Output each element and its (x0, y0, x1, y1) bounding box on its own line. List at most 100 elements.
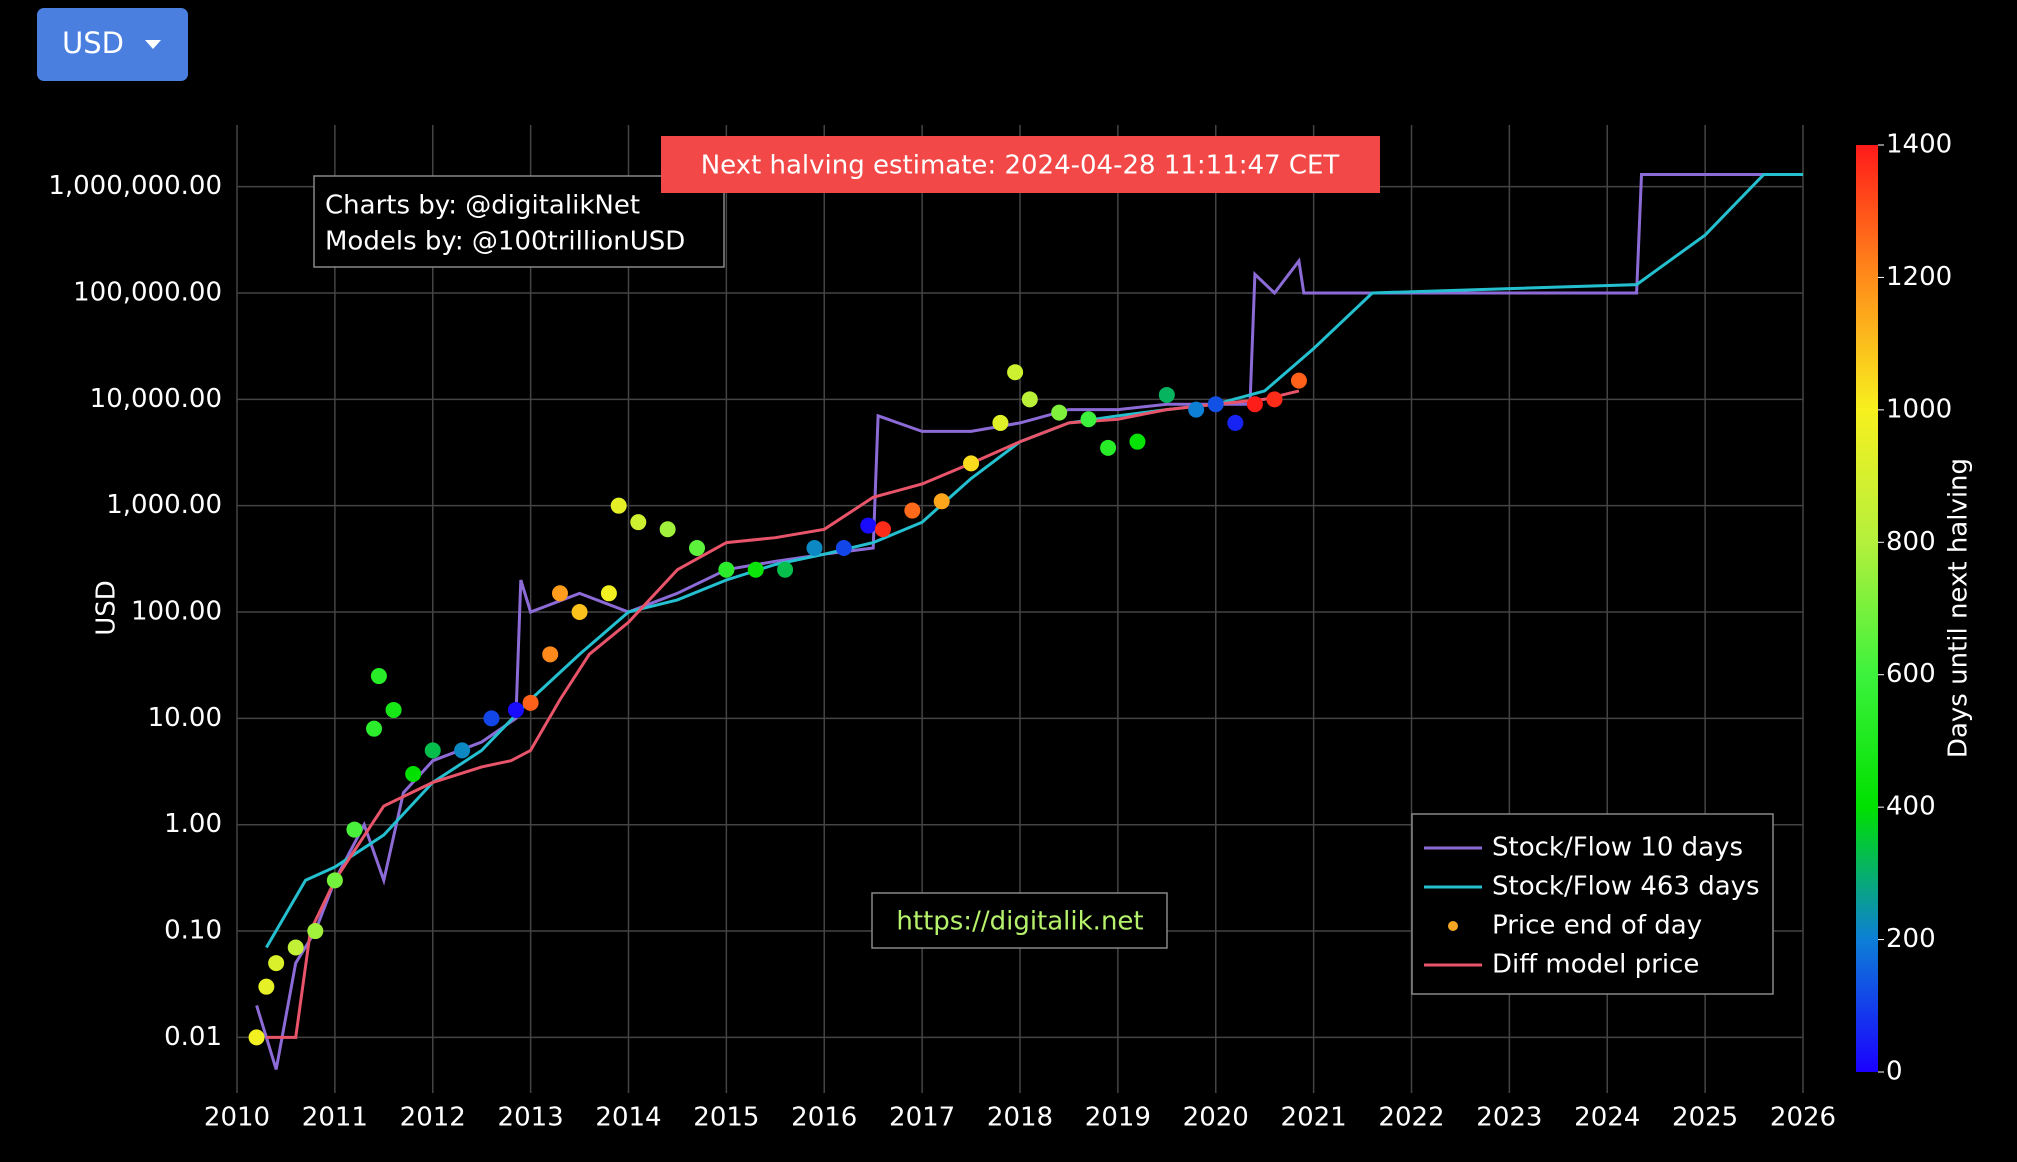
url: https://digitalik.net (896, 907, 1143, 937)
price-point (1290, 372, 1307, 389)
price-point (483, 710, 500, 727)
x-tick-label: 2017 (889, 1103, 955, 1133)
legend-label: Diff model price (1492, 950, 1699, 980)
y-tick-label: 0.10 (164, 916, 222, 946)
price-point (542, 646, 559, 663)
price-point (1021, 391, 1038, 408)
x-tick-label: 2011 (302, 1103, 368, 1133)
x-tick-label: 2019 (1085, 1103, 1151, 1133)
price-point (346, 821, 363, 838)
price-point (366, 720, 383, 737)
legend-label: Stock/Flow 463 days (1492, 872, 1760, 902)
price-point (874, 521, 891, 538)
price-point (1188, 401, 1205, 418)
price-point (307, 923, 324, 940)
y-tick-label: 10.00 (148, 703, 222, 733)
y-tick-label: 10,000.00 (90, 384, 222, 414)
price-point (1158, 386, 1175, 403)
x-tick-label: 2018 (987, 1103, 1053, 1133)
price-point (659, 521, 676, 538)
price-point (1266, 391, 1283, 408)
price-point (835, 540, 852, 557)
x-tick-label: 2016 (791, 1103, 857, 1133)
price-point (551, 585, 568, 602)
button-bg[interactable] (37, 8, 188, 81)
y-axis-title: USD (92, 580, 122, 636)
line (265, 173, 1803, 949)
x-tick-label: 2023 (1476, 1103, 1542, 1133)
legend-label: Price end of day (1492, 911, 1702, 941)
colorbar-tick-label: 600 (1886, 659, 1936, 689)
price-point (1100, 439, 1117, 456)
price-point (992, 414, 1009, 431)
y-tick-label: 1,000.00 (106, 490, 222, 520)
button-label[interactable]: USD (62, 26, 124, 60)
y-tick-label: 1,000,000.00 (48, 171, 222, 201)
colorbar-tick-label: 200 (1886, 924, 1936, 954)
price-point (1080, 411, 1097, 428)
price-point (806, 540, 823, 557)
credit: Models by: @100trillionUSD (325, 227, 685, 257)
x-tick-label: 2025 (1672, 1103, 1738, 1133)
line (266, 389, 1300, 1039)
price-point (904, 502, 921, 519)
price-point (1007, 364, 1024, 381)
colorbar-tick-label: 1200 (1886, 262, 1952, 292)
price-point (630, 514, 647, 531)
price-point (1051, 404, 1068, 421)
price-point (777, 561, 794, 578)
price-point (424, 742, 441, 759)
price-point (248, 1029, 265, 1046)
price-point (405, 765, 422, 782)
x-tick-label: 2021 (1281, 1103, 1347, 1133)
plot (248, 173, 1803, 1070)
y-tick-label: 100.00 (131, 597, 222, 627)
price-point (326, 872, 343, 889)
credit: Charts by: @digitalikNet (325, 191, 640, 221)
x-tick-label: 2012 (400, 1103, 466, 1133)
price-point (370, 668, 387, 685)
price-point (963, 455, 980, 472)
colorbar-tick-label: 0 (1886, 1057, 1903, 1087)
price-point (287, 939, 304, 956)
y-tick-label: 0.01 (164, 1022, 222, 1052)
colorbar (1856, 145, 1878, 1072)
price-point (268, 955, 285, 972)
price-point (571, 604, 588, 621)
x-tick-label: 2014 (595, 1103, 661, 1133)
x-tick-label: 2013 (498, 1103, 564, 1133)
colorbar-tick-label: 800 (1886, 527, 1936, 557)
price-point (507, 701, 524, 718)
colorbar-tick-label: 1000 (1886, 394, 1952, 424)
price-point (1207, 396, 1224, 413)
price-point (600, 585, 617, 602)
halving-box (661, 136, 1380, 193)
url-box (871, 892, 1168, 949)
x-tick-label: 2015 (693, 1103, 759, 1133)
x-tick-label: 2020 (1183, 1103, 1249, 1133)
price-point (258, 978, 275, 995)
y-tick-label: 1.00 (164, 809, 222, 839)
price-point (610, 497, 627, 514)
caret[interactable] (145, 40, 161, 49)
price-point (689, 540, 706, 557)
line (255, 173, 1803, 1070)
price-point (385, 701, 402, 718)
colorbar-tick-label: 1400 (1886, 130, 1952, 160)
legend-marker (1448, 921, 1458, 931)
price-point (860, 517, 877, 534)
y-tick-label: 100,000.00 (73, 277, 222, 307)
usd-button[interactable]: USD (37, 8, 188, 81)
colorbar-title: Days until next halving (1944, 458, 1974, 758)
price-point (1246, 396, 1263, 413)
x-tick-label: 2026 (1770, 1103, 1836, 1133)
x-tick-label: 2024 (1574, 1103, 1640, 1133)
price-point (718, 561, 735, 578)
price-point (933, 493, 950, 510)
price-point (522, 694, 539, 711)
colorbar-tick-label: 400 (1886, 792, 1936, 822)
x-tick-label: 2010 (204, 1103, 270, 1133)
credit-box (313, 175, 725, 268)
